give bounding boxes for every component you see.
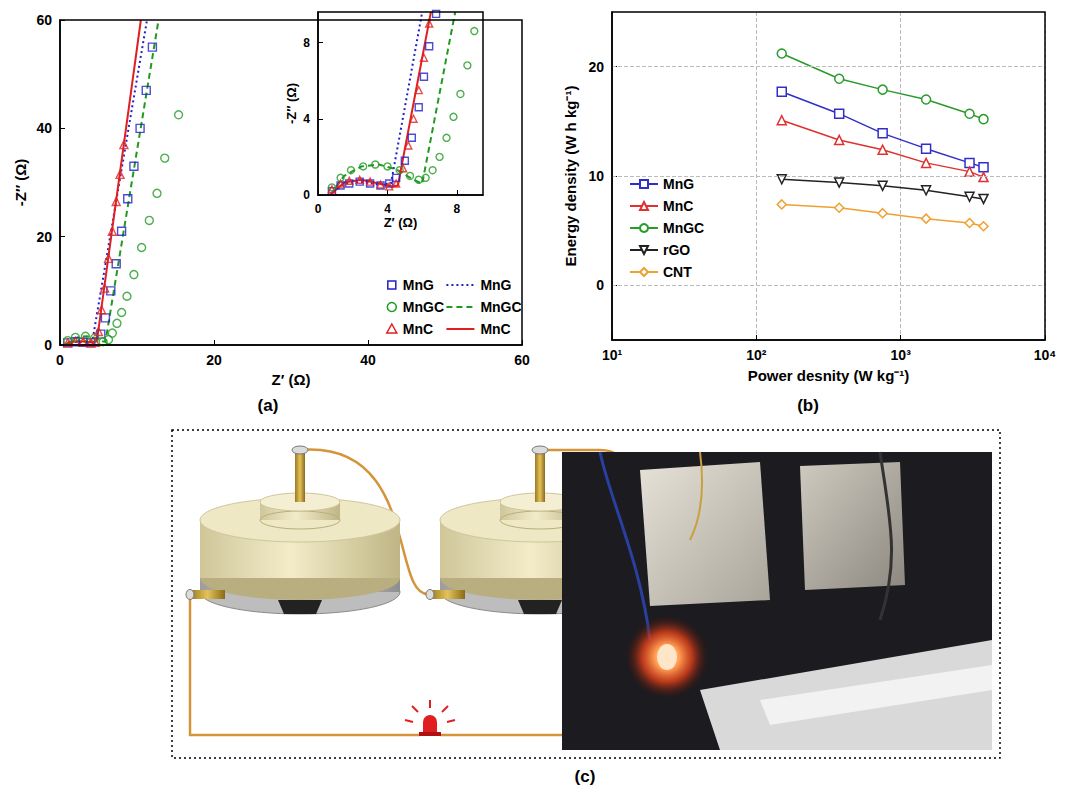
svg-text:10³: 10³ xyxy=(891,347,912,363)
svg-text:10: 10 xyxy=(588,168,604,184)
svg-text:8: 8 xyxy=(303,36,310,50)
svg-text:MnG: MnG xyxy=(403,277,434,293)
svg-text:40: 40 xyxy=(36,120,52,136)
svg-text:MnG: MnG xyxy=(663,176,694,192)
svg-text:0: 0 xyxy=(56,352,64,368)
svg-text:4: 4 xyxy=(384,202,391,216)
svg-text:MnGC: MnGC xyxy=(480,299,521,315)
svg-text:0: 0 xyxy=(303,188,310,202)
svg-text:Z′ (Ω): Z′ (Ω) xyxy=(384,215,418,230)
svg-text:Energy density (W h kg⁻¹): Energy density (W h kg⁻¹) xyxy=(562,86,579,267)
svg-text:10⁴: 10⁴ xyxy=(1034,347,1057,363)
svg-text:MnGC: MnGC xyxy=(403,299,444,315)
svg-text:60: 60 xyxy=(36,12,52,28)
svg-text:10²: 10² xyxy=(746,347,767,363)
svg-text:MnC: MnC xyxy=(663,198,693,214)
svg-text:0: 0 xyxy=(596,277,604,293)
svg-text:20: 20 xyxy=(206,352,222,368)
svg-text:MnC: MnC xyxy=(480,321,510,337)
svg-text:40: 40 xyxy=(360,352,376,368)
svg-text:20: 20 xyxy=(36,229,52,245)
svg-text:(c): (c) xyxy=(575,767,596,786)
svg-text:MnGC: MnGC xyxy=(663,220,704,236)
svg-text:10¹: 10¹ xyxy=(602,347,623,363)
svg-text:0: 0 xyxy=(315,202,322,216)
svg-text:8: 8 xyxy=(454,202,461,216)
svg-text:CNT: CNT xyxy=(663,264,692,280)
svg-text:4: 4 xyxy=(303,112,310,126)
svg-text:60: 60 xyxy=(514,352,530,368)
svg-text:MnC: MnC xyxy=(403,321,433,337)
svg-text:-Z″ (Ω): -Z″ (Ω) xyxy=(284,83,299,124)
svg-text:(b): (b) xyxy=(797,396,819,415)
svg-text:(a): (a) xyxy=(258,396,279,415)
svg-text:MnG: MnG xyxy=(480,277,511,293)
svg-text:-Z″ (Ω): -Z″ (Ω) xyxy=(12,159,29,207)
svg-text:Z′ (Ω): Z′ (Ω) xyxy=(272,371,311,388)
svg-text:0: 0 xyxy=(44,337,52,353)
svg-text:20: 20 xyxy=(588,59,604,75)
svg-text:rGO: rGO xyxy=(663,242,690,258)
svg-text:Power desnity (W kg⁻¹): Power desnity (W kg⁻¹) xyxy=(748,367,910,384)
